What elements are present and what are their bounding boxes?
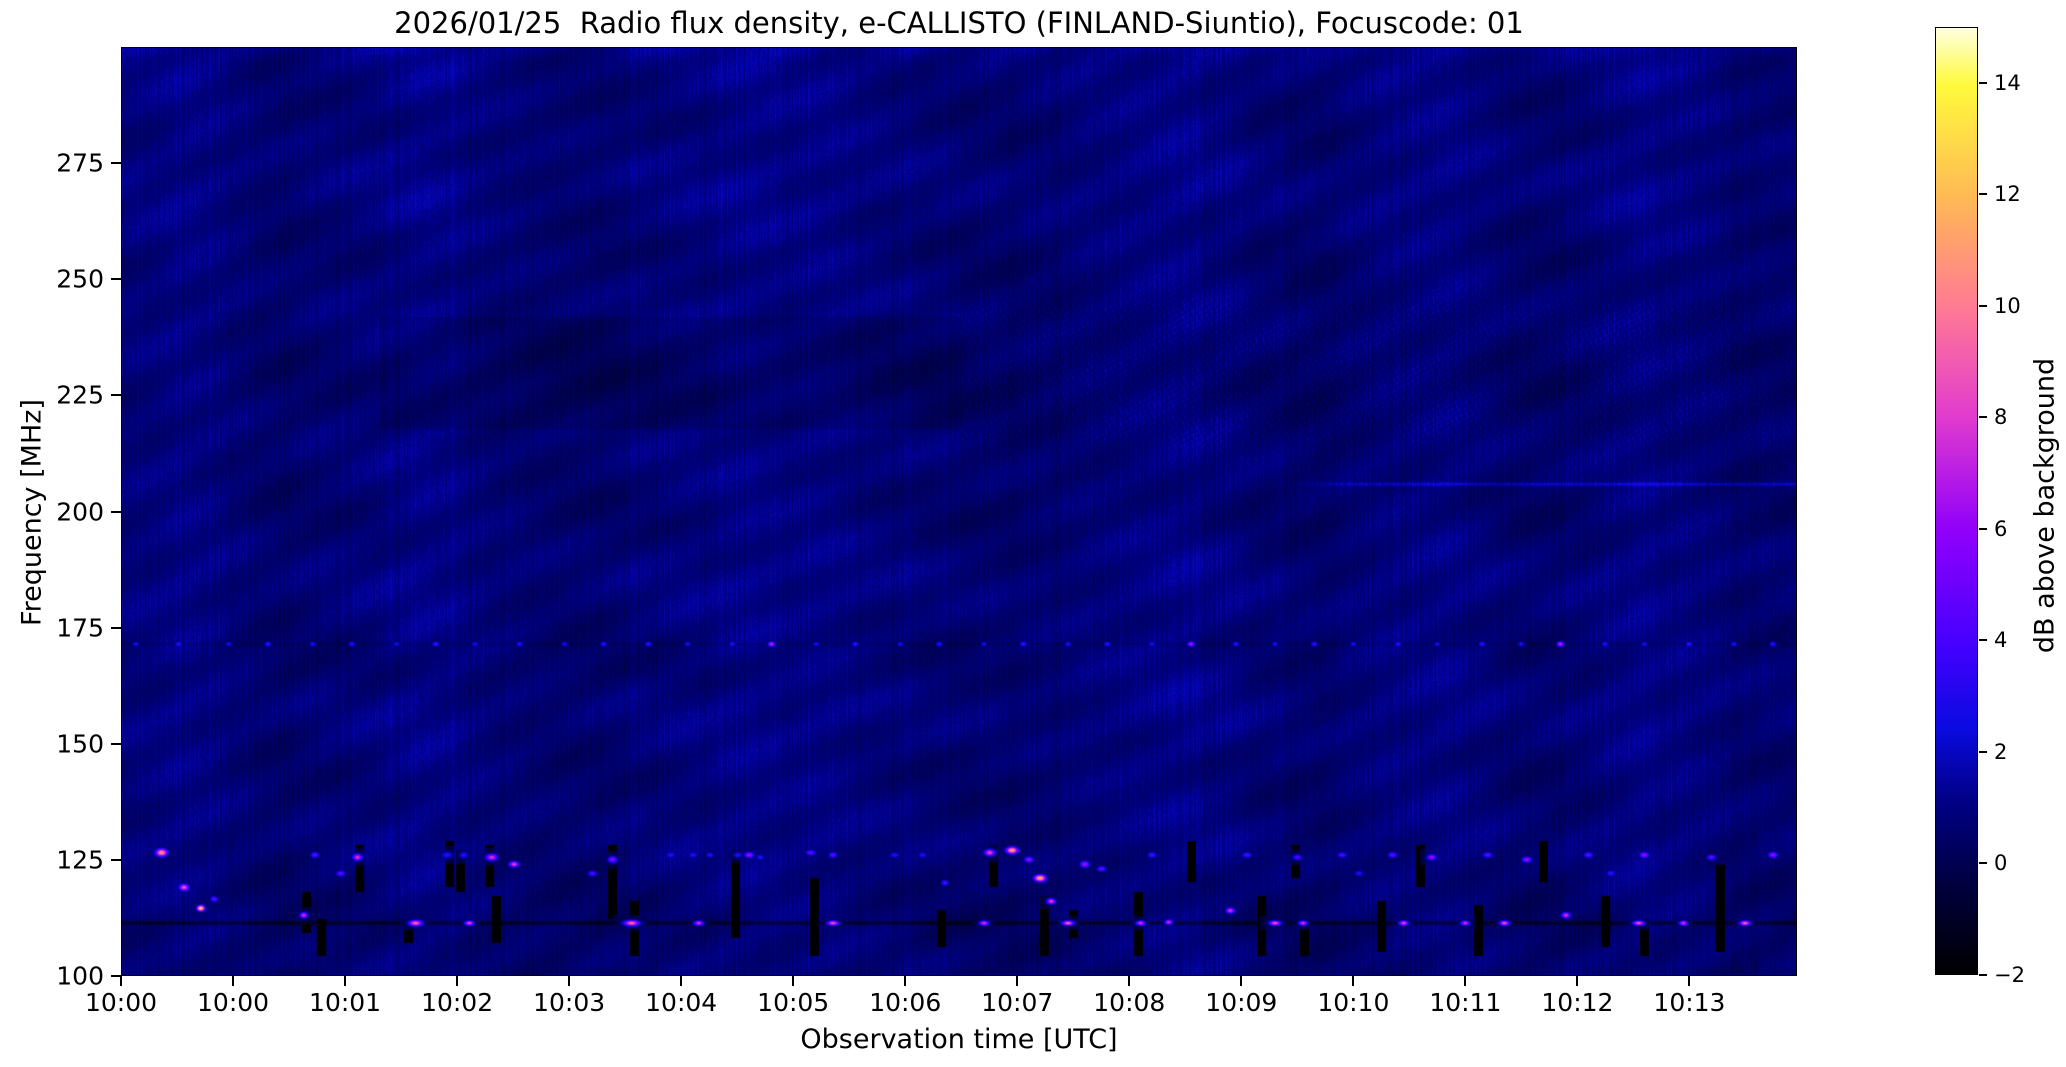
- x-tick-mark: [344, 976, 347, 986]
- x-tick-label: 10:09: [1205, 988, 1278, 1017]
- x-tick-label: 10:00: [197, 988, 270, 1017]
- colorbar-tick-label: 8: [1994, 405, 2008, 430]
- x-tick-mark: [232, 976, 235, 986]
- y-tick-mark: [111, 626, 121, 629]
- y-tick-label: 250: [56, 264, 104, 294]
- colorbar-tick-label: 14: [1994, 70, 2021, 95]
- x-tick-label: 10:03: [533, 988, 606, 1017]
- colorbar-tick-mark: [1979, 974, 1987, 976]
- colorbar: [1935, 27, 1978, 975]
- y-axis-label: Frequency [MHz]: [16, 399, 48, 626]
- x-tick-mark: [1240, 976, 1243, 986]
- x-tick-mark: [456, 976, 459, 986]
- colorbar-tick-label: 0: [1994, 851, 2008, 876]
- x-tick-mark: [1128, 976, 1131, 986]
- colorbar-tick-label: 2: [1994, 739, 2008, 764]
- x-tick-mark: [1576, 976, 1579, 986]
- x-tick-label: 10:01: [309, 988, 382, 1017]
- y-tick-label: 150: [56, 729, 104, 759]
- x-tick-label: 10:11: [1429, 988, 1502, 1017]
- colorbar-tick-label: 6: [1994, 516, 2008, 541]
- colorbar-tick-mark: [1979, 527, 1987, 530]
- x-tick-label: 10:07: [981, 988, 1054, 1017]
- y-tick-label: 275: [56, 148, 104, 178]
- x-tick-label: 10:05: [757, 988, 830, 1017]
- y-tick-mark: [111, 742, 121, 745]
- y-tick-mark: [111, 858, 121, 861]
- colorbar-tick-mark: [1979, 193, 1987, 196]
- x-tick-label: 10:08: [1093, 988, 1166, 1017]
- x-tick-mark: [1016, 976, 1019, 986]
- x-tick-label: 10:04: [645, 988, 718, 1017]
- x-tick-mark: [1352, 976, 1355, 986]
- x-axis-label: Observation time [UTC]: [800, 1024, 1118, 1055]
- x-tick-label: 10:13: [1653, 988, 1726, 1017]
- y-tick-mark: [111, 510, 121, 513]
- y-tick-mark: [111, 278, 121, 281]
- colorbar-tick-mark: [1979, 750, 1987, 753]
- x-tick-mark: [1688, 976, 1691, 986]
- spectrogram-canvas: [122, 48, 1796, 975]
- x-tick-mark: [680, 976, 683, 986]
- y-tick-mark: [111, 394, 121, 397]
- colorbar-tick-mark: [1979, 416, 1987, 419]
- colorbar-tick-label: 10: [1994, 293, 2021, 318]
- x-tick-mark: [568, 976, 571, 986]
- colorbar-tick-label: −2: [1994, 963, 2025, 987]
- colorbar-tick-label: 4: [1994, 628, 2008, 653]
- y-tick-label: 100: [56, 961, 104, 991]
- y-tick-label: 175: [56, 613, 104, 643]
- x-tick-label: 10:06: [869, 988, 942, 1017]
- colorbar-tick-mark: [1979, 81, 1987, 84]
- x-tick-mark: [792, 976, 795, 986]
- x-tick-mark: [120, 976, 122, 986]
- y-tick-mark: [111, 975, 121, 977]
- y-tick-label: 125: [56, 845, 104, 875]
- x-tick-label: 10:12: [1541, 988, 1614, 1017]
- x-tick-mark: [1464, 976, 1467, 986]
- colorbar-tick-label: 12: [1994, 182, 2021, 207]
- chart-title: 2026/01/25 Radio flux density, e-CALLIST…: [394, 6, 1524, 40]
- x-tick-label: 10:00: [84, 988, 158, 1017]
- colorbar-tick-mark: [1979, 862, 1987, 865]
- y-tick-mark: [111, 162, 121, 165]
- x-tick-mark: [904, 976, 907, 986]
- x-tick-label: 10:10: [1317, 988, 1390, 1017]
- y-tick-label: 200: [56, 497, 104, 526]
- plot-area: [121, 47, 1797, 976]
- y-tick-label: 225: [56, 380, 104, 410]
- x-tick-label: 10:02: [421, 988, 494, 1017]
- colorbar-tick-mark: [1979, 304, 1987, 307]
- colorbar-tick-mark: [1979, 639, 1987, 642]
- colorbar-label: dB above background: [2029, 357, 2061, 654]
